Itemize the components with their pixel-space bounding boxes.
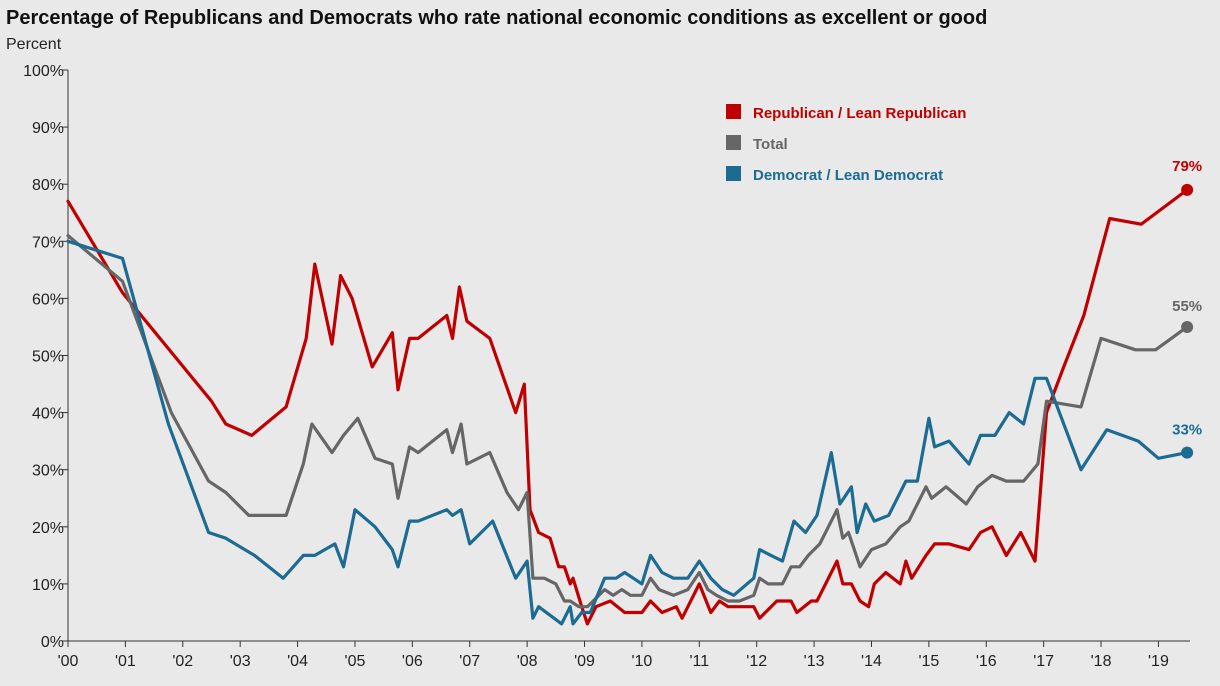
x-tick-label: '09 xyxy=(574,653,595,670)
x-tick-label: '10 xyxy=(631,653,652,670)
y-tick-label: 20% xyxy=(32,520,64,537)
series-end-marker-2 xyxy=(1181,446,1194,459)
legend-label-2: Democrat / Lean Democrat xyxy=(753,167,943,184)
series-end-label-1: 55% xyxy=(1172,298,1202,315)
y-axis-unit-label: Percent xyxy=(6,36,62,53)
x-tick-label: '08 xyxy=(517,653,538,670)
x-tick-label: '13 xyxy=(804,653,825,670)
series-end-label-0: 79% xyxy=(1172,158,1202,175)
series-end-label-2: 33% xyxy=(1172,422,1202,439)
y-tick-label: 60% xyxy=(32,291,64,308)
y-tick-label: 0% xyxy=(41,634,64,651)
x-tick-label: '04 xyxy=(287,653,308,670)
x-tick-label: '03 xyxy=(230,653,251,670)
axes xyxy=(67,70,1190,642)
legend-swatch-1 xyxy=(726,135,741,150)
series-line-2 xyxy=(66,239,1189,626)
legend-label-0: Republican / Lean Republican xyxy=(753,105,966,122)
x-tick-label: '14 xyxy=(861,653,882,670)
x-tick-label: '16 xyxy=(976,653,997,670)
x-tick-label: '02 xyxy=(172,653,193,670)
y-tick-label: 90% xyxy=(32,120,64,137)
x-tick-label: '05 xyxy=(345,653,366,670)
x-tick-label: '17 xyxy=(1033,653,1054,670)
legend-label-1: Total xyxy=(753,136,788,153)
legend: Republican / Lean Republican Total Democra… xyxy=(726,104,966,184)
y-axis-ticks: 0% 10% 20% 30% 40% 50% 60% 70% 80% 90% 100% xyxy=(23,63,68,651)
series-end-marker-0 xyxy=(1181,183,1194,196)
series-layer: 79% 55% 33% xyxy=(66,158,1202,626)
y-tick-label: 40% xyxy=(32,406,64,423)
series-line-1 xyxy=(66,234,1189,609)
x-tick-label: '11 xyxy=(689,653,709,670)
y-tick-label: 70% xyxy=(32,234,64,251)
series-end-marker-1 xyxy=(1181,320,1194,333)
x-tick-label: '01 xyxy=(115,653,136,670)
chart-title: Percentage of Republicans and Democrats … xyxy=(6,7,987,29)
x-axis-ticks: '00 '01 '02 '03 '04 '05 '06 '07 '08 '09 '10 '11 '12 '… xyxy=(58,641,1169,670)
y-tick-label: 50% xyxy=(32,349,64,366)
x-tick-label: '18 xyxy=(1091,653,1112,670)
x-tick-label: '19 xyxy=(1148,653,1169,670)
series-line-0 xyxy=(66,188,1189,626)
x-tick-label: '07 xyxy=(459,653,480,670)
x-tick-label: '00 xyxy=(58,653,79,670)
legend-swatch-0 xyxy=(726,104,741,119)
x-tick-label: '15 xyxy=(918,653,939,670)
y-tick-label: 10% xyxy=(32,577,64,594)
y-tick-label: 100% xyxy=(23,63,64,80)
y-tick-label: 80% xyxy=(32,177,64,194)
x-tick-label: '06 xyxy=(402,653,423,670)
x-tick-label: '12 xyxy=(746,653,767,670)
y-tick-label: 30% xyxy=(32,463,64,480)
legend-swatch-2 xyxy=(726,166,741,181)
